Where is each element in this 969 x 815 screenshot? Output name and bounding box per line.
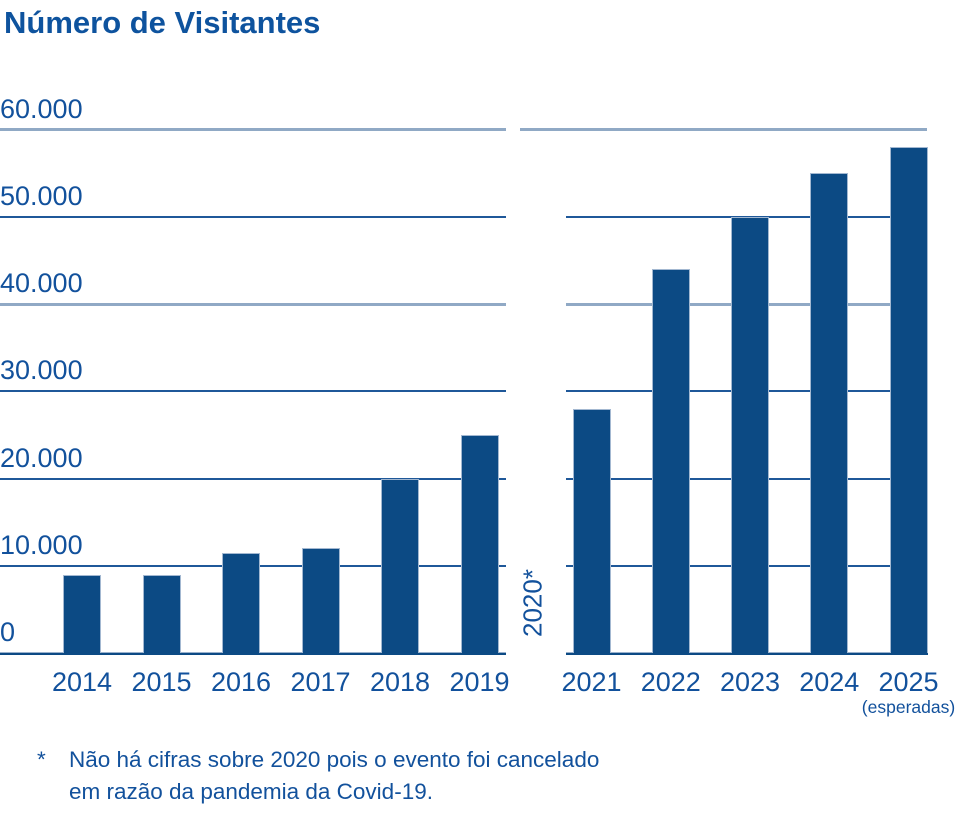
bar-2022: [651, 269, 690, 653]
x-tick-label-2016: 2016: [210, 667, 272, 697]
x-tick-label-2021: 2021: [561, 667, 622, 697]
bar-2015: [142, 574, 181, 653]
y-tick-label-40.000: 40.000: [0, 268, 83, 299]
footnote: * Não há cifras sobre 2020 pois o evento…: [37, 744, 599, 808]
gridline-20.000-left: [0, 477, 506, 480]
y-tick-label-10.000: 10.000: [0, 529, 83, 560]
bar-2014: [63, 574, 101, 653]
bar-2019: [460, 435, 499, 653]
bar-2024: [810, 173, 849, 653]
x-tick-label-2017: 2017: [290, 667, 351, 697]
expected-note: (esperadas): [861, 697, 956, 717]
gridline-50.000-left: [0, 216, 506, 218]
gridline-60.000-left: [0, 128, 506, 132]
y-tick-label-50.000: 50.000: [0, 181, 83, 211]
x-tick-label-2014: 2014: [51, 667, 113, 697]
x-tick-label-2024: 2024: [799, 667, 860, 697]
bar-2017: [301, 548, 340, 653]
bar-2025: [889, 147, 928, 653]
x-tick-label-2015: 2015: [131, 667, 192, 697]
bar-2016: [222, 552, 260, 653]
bar-2021: [572, 408, 611, 653]
x-tick-label-2018: 2018: [369, 667, 431, 697]
y-tick-label-20.000: 20.000: [0, 442, 83, 473]
y-tick-label-60.000: 60.000: [0, 93, 83, 124]
y-tick-label-0: 0: [0, 617, 16, 647]
gridline-30.000-left: [0, 390, 506, 393]
gap-year-label-2020: 2020*: [517, 569, 548, 637]
footnote-line-2: em razão da pandemia da Covid-19.: [69, 779, 433, 804]
x-tick-label-2019: 2019: [449, 667, 510, 697]
bar-2023: [731, 217, 769, 653]
x-tick-label-2023: 2023: [719, 667, 781, 697]
footnote-line-1: Não há cifras sobre 2020 pois o evento f…: [69, 747, 600, 772]
chart-title: Número de Visitantes: [4, 5, 321, 40]
x-tick-label-2022: 2022: [640, 667, 701, 697]
footnote-text: Não há cifras sobre 2020 pois o evento f…: [69, 744, 599, 808]
gridline-60.000-right: [520, 128, 927, 132]
gridline-40.000-left: [0, 302, 506, 306]
y-tick-label-30.000: 30.000: [0, 355, 83, 386]
x-tick-label-2025: 2025: [878, 667, 939, 697]
footnote-asterisk: *: [37, 747, 46, 772]
bar-2018: [381, 478, 419, 653]
